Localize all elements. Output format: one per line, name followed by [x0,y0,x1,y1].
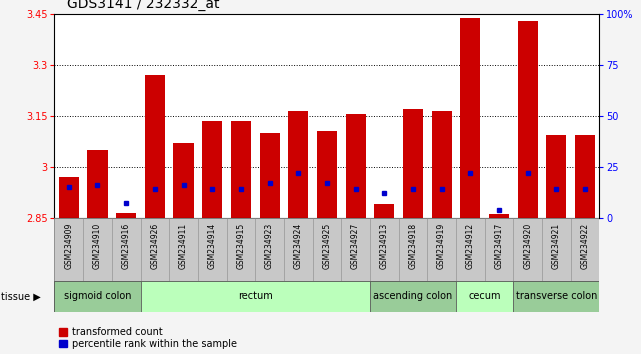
Bar [460,18,480,218]
Text: GSM234921: GSM234921 [552,223,561,269]
Text: GSM234913: GSM234913 [379,223,388,269]
Bar [546,135,567,218]
Text: tissue ▶: tissue ▶ [1,291,41,302]
Text: GSM234912: GSM234912 [466,223,475,269]
Bar [231,121,251,218]
Text: GSM234927: GSM234927 [351,223,360,269]
Text: GSM234917: GSM234917 [494,223,503,269]
Text: transverse colon: transverse colon [515,291,597,302]
Bar [59,177,79,218]
Bar [87,150,108,218]
Legend: transformed count, percentile rank within the sample: transformed count, percentile rank withi… [60,327,237,349]
Text: GSM234926: GSM234926 [151,223,160,269]
Text: GSM234914: GSM234914 [208,223,217,269]
Text: GDS3141 / 232332_at: GDS3141 / 232332_at [67,0,220,11]
Text: GSM234920: GSM234920 [523,223,532,269]
Bar [575,135,595,218]
Text: sigmoid colon: sigmoid colon [63,291,131,302]
Bar [202,121,222,218]
Bar [431,111,452,218]
Text: GSM234918: GSM234918 [408,223,417,269]
Text: GSM234925: GSM234925 [322,223,331,269]
Text: GSM234924: GSM234924 [294,223,303,269]
Text: ascending colon: ascending colon [373,291,453,302]
Bar [513,281,599,312]
Text: GSM234919: GSM234919 [437,223,446,269]
Bar [374,204,394,218]
Bar [317,131,337,218]
Bar [403,109,423,218]
Bar [288,111,308,218]
Bar [456,281,513,312]
Bar [489,214,509,218]
Bar [174,143,194,218]
Bar [370,281,456,312]
Bar [116,213,137,218]
Bar [54,281,140,312]
Text: GSM234909: GSM234909 [64,223,73,269]
Text: GSM234915: GSM234915 [237,223,246,269]
Bar [518,21,538,218]
Text: GSM234922: GSM234922 [581,223,590,269]
Text: GSM234923: GSM234923 [265,223,274,269]
Text: cecum: cecum [469,291,501,302]
Text: GSM234910: GSM234910 [93,223,102,269]
Bar [140,281,370,312]
Bar [260,133,279,218]
Bar [345,114,365,218]
Text: rectum: rectum [238,291,272,302]
Text: GSM234911: GSM234911 [179,223,188,269]
Bar [145,75,165,218]
Text: GSM234916: GSM234916 [122,223,131,269]
